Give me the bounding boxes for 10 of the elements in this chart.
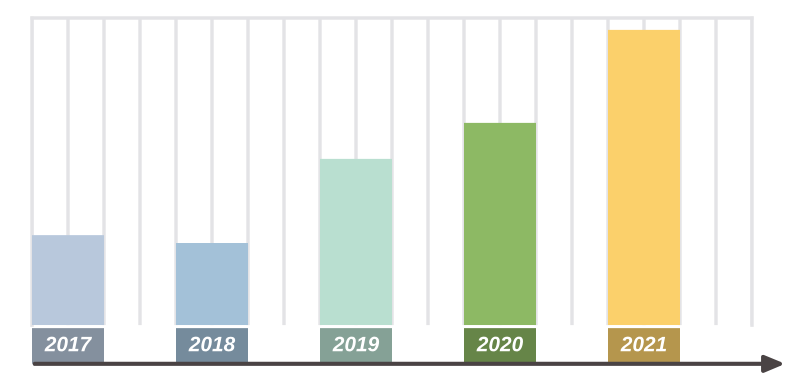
x-tick-label: 2018 [188, 336, 236, 352]
bar [32, 235, 104, 326]
x-tick-label: 2019 [332, 336, 380, 352]
bar [176, 243, 248, 326]
x-tick-label: 2020 [476, 336, 523, 352]
bar [464, 122, 536, 326]
bar [320, 158, 392, 326]
bar [608, 30, 680, 326]
x-tick-label: 2017 [44, 336, 92, 352]
x-tick-label: 2021 [620, 336, 666, 352]
